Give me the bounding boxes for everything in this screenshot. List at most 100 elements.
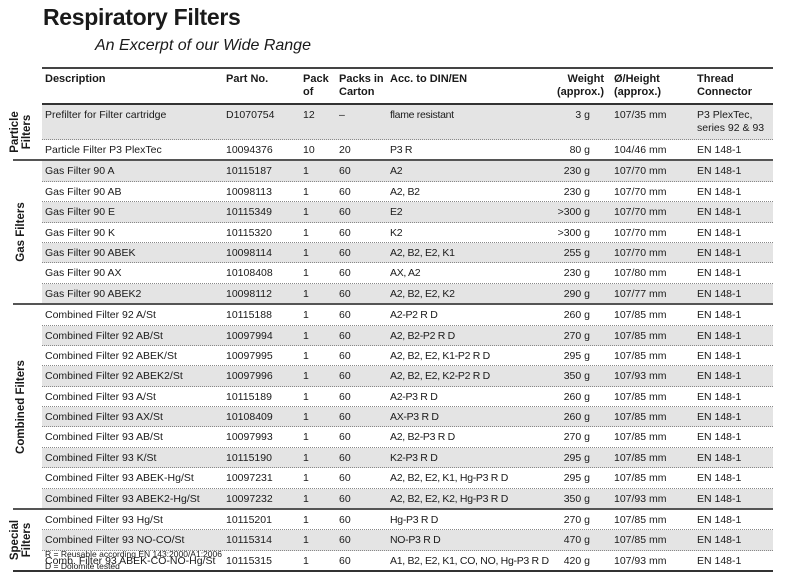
section-label: Gas Filters	[0, 161, 42, 303]
cell-description: Combined Filter 93 Hg/St	[45, 514, 163, 527]
cell-part-no: 10097994	[226, 329, 273, 342]
footnote-r: R = Reusable according EN 143:2000/A1:20…	[45, 549, 222, 559]
table-row: Gas Filter 90 ABEK2 10098112 1 60 A2, B2, E2…	[42, 283, 773, 304]
cell-description: Combined Filter 92 AB/St	[45, 329, 163, 342]
cell-description: Gas Filter 90 A	[45, 165, 115, 178]
section-particle-filters: Particle Filters Prefilter for Filter car…	[9, 105, 773, 162]
table-row: Combined Filter 93 K/St 10115190 1 60 K2-P3 …	[42, 447, 773, 469]
cell-weight: 260 g	[563, 411, 590, 424]
cell-thread: EN 148-1	[697, 534, 742, 547]
cell-description: Combined Filter 92 A/St	[45, 309, 156, 322]
cell-part-no: 10115188	[226, 309, 272, 322]
section-label-text: Particle Filters	[9, 111, 33, 153]
cell-weight: 470 g	[563, 534, 590, 547]
cell-thread: EN 148-1	[697, 472, 742, 485]
cell-pack-of: 1	[303, 349, 309, 362]
cell-pack-of: 1	[303, 226, 309, 239]
page-subtitle: An Excerpt of our Wide Range	[95, 37, 311, 54]
cell-height: 107/85 mm	[614, 329, 667, 342]
table-row: Combined Filter 93 NO-CO/St 10115314 1 60 NO…	[42, 530, 773, 551]
cell-weight: 295 g	[563, 349, 590, 362]
cell-height: 107/85 mm	[614, 534, 667, 547]
cell-height: 107/85 mm	[614, 349, 667, 362]
cell-weight: 270 g	[563, 329, 590, 342]
cell-din-en: A2, B2, E2, K2, Hg-P3 R D	[390, 492, 508, 505]
cell-pack-of: 1	[303, 329, 309, 342]
cell-packs-in-carton: 60	[339, 267, 351, 280]
col-description: Description	[45, 73, 106, 85]
cell-description: Combined Filter 93 NO-CO/St	[45, 534, 185, 547]
cell-pack-of: 10	[303, 144, 315, 156]
cell-height: 107/93 mm	[614, 554, 667, 567]
section-combined-filters: Combined Filters Combined Filter 92 A/St 1…	[13, 305, 773, 511]
table-row: Combined Filter 93 AX/St 10108409 1 60 AX-P3…	[42, 407, 773, 428]
table-row: Combined Filter 93 ABEK-Hg/St 10097231 1 60…	[42, 468, 773, 489]
footnotes: R = Reusable according EN 143:2000/A1:20…	[45, 548, 222, 572]
cell-weight: 270 g	[563, 514, 590, 527]
cell-pack-of: 1	[303, 246, 309, 259]
col-weight: Weight (approx.)	[556, 73, 604, 98]
section-special-filters: Special Filters Combined Filter 93 Hg/St 1…	[9, 510, 773, 573]
cell-din-en: A2	[390, 165, 403, 178]
footnote-d: D = Dolomite tested	[45, 561, 120, 571]
cell-part-no: 10098113	[226, 185, 272, 198]
cell-thread: EN 148-1	[697, 554, 742, 567]
cell-thread: EN 148-1	[697, 206, 742, 219]
cell-din-en: A2, B2, E2, K1	[390, 246, 455, 259]
cell-description: Combined Filter 93 ABEK-Hg/St	[45, 472, 194, 485]
table-row: Combined Filter 92 A/St 10115188 1 60 A2-P2 …	[42, 305, 773, 326]
cell-thread: EN 148-1	[697, 431, 742, 444]
cell-thread: EN 148-1	[697, 492, 742, 505]
cell-packs-in-carton: 60	[339, 514, 351, 527]
cell-part-no: 10115349	[226, 206, 272, 219]
cell-din-en: K2-P3 R D	[390, 451, 438, 464]
cell-description: Gas Filter 90 AX	[45, 267, 122, 280]
cell-din-en: AX, A2	[390, 267, 421, 280]
col-din-en: Acc. to DIN/EN	[390, 73, 468, 85]
cell-description: Gas Filter 90 AB	[45, 185, 122, 198]
cell-description: Gas Filter 90 ABEK	[45, 246, 136, 259]
cell-height: 107/85 mm	[614, 431, 667, 444]
cell-weight: 230 g	[563, 185, 590, 198]
cell-height: 107/35 mm	[614, 109, 667, 121]
section-label-text: Gas Filters	[15, 202, 27, 262]
cell-pack-of: 1	[303, 451, 309, 464]
cell-packs-in-carton: 60	[339, 492, 351, 505]
cell-pack-of: 1	[303, 206, 309, 219]
cell-din-en: A2, B2-P2 R D	[390, 329, 455, 342]
cell-packs-in-carton: 60	[339, 226, 351, 239]
cell-packs-in-carton: 60	[339, 309, 351, 322]
cell-part-no: 10115187	[226, 165, 272, 178]
cell-pack-of: 1	[303, 472, 309, 485]
col-pack-of: Pack of	[303, 73, 329, 98]
cell-din-en: A2-P3 R D	[390, 390, 438, 403]
cell-din-en: A2, B2, E2, K1-P2 R D	[390, 349, 490, 362]
col-part-no: Part No.	[226, 73, 269, 85]
cell-packs-in-carton: 60	[339, 554, 351, 567]
cell-pack-of: 1	[303, 165, 309, 178]
cell-height: 107/85 mm	[614, 472, 667, 485]
cell-thread: EN 148-1	[697, 185, 742, 198]
cell-description: Combined Filter 92 ABEK/St	[45, 349, 177, 362]
cell-thread: EN 148-1	[697, 451, 742, 464]
cell-height: 107/70 mm	[614, 185, 667, 198]
cell-thread: EN 148-1	[697, 514, 742, 527]
cell-height: 107/85 mm	[614, 514, 667, 527]
cell-packs-in-carton: 20	[339, 144, 351, 156]
cell-height: 107/70 mm	[614, 246, 667, 259]
cell-height: 107/70 mm	[614, 226, 667, 239]
cell-din-en: E2	[390, 206, 403, 219]
cell-packs-in-carton: 60	[339, 411, 351, 424]
cell-weight: 290 g	[563, 287, 590, 300]
cell-part-no: 10115314	[226, 534, 272, 547]
cell-packs-in-carton: 60	[339, 206, 351, 219]
cell-thread: EN 148-1	[697, 370, 742, 383]
section-gas-filters: Gas Filters Gas Filter 90 A 10115187 1 60 A2 2…	[13, 161, 773, 306]
cell-packs-in-carton: 60	[339, 349, 351, 362]
cell-thread: EN 148-1	[697, 309, 742, 322]
cell-din-en: K2	[390, 226, 403, 239]
cell-packs-in-carton: 60	[339, 370, 351, 383]
cell-description: Gas Filter 90 E	[45, 206, 116, 219]
cell-description: Combined Filter 93 A/St	[45, 390, 156, 403]
cell-din-en: flame resistant	[390, 109, 454, 121]
